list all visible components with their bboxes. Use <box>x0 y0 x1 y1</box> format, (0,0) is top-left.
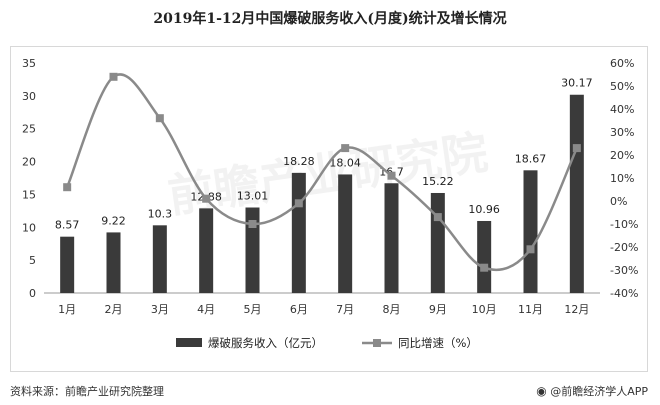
bar <box>291 172 306 293</box>
x-tick-label: 2月 <box>105 303 123 316</box>
y-left-tick-label: 20 <box>22 156 36 169</box>
x-tick-label: 3月 <box>151 303 169 316</box>
y-right-tick-label: 50% <box>610 80 634 93</box>
x-tick-label: 7月 <box>336 303 354 316</box>
bar <box>477 220 492 293</box>
y-right-tick-label: 30% <box>610 126 634 139</box>
bar-data-label: 30.17 <box>561 77 593 90</box>
y-right-tick-label: 60% <box>610 57 634 70</box>
chart-title: 2019年1-12月中国爆破服务收入(月度)统计及增长情况 <box>153 11 507 27</box>
y-left-tick-label: 30 <box>22 90 36 103</box>
bar <box>106 232 121 293</box>
plot-frame <box>10 46 648 372</box>
growth-point <box>341 144 350 153</box>
x-tick-label: 9月 <box>429 303 447 316</box>
y-left-tick-label: 0 <box>29 287 36 300</box>
bar-data-label: 18.28 <box>283 155 315 168</box>
growth-line <box>66 73 578 272</box>
bar <box>60 236 75 293</box>
bar-data-label: 10.3 <box>148 207 173 220</box>
x-tick-label: 1月 <box>58 303 76 316</box>
brand-credit: ◉ @前瞻经济学人APP <box>536 383 648 399</box>
y-left-tick-label: 25 <box>22 123 36 136</box>
bar-data-label: 13.01 <box>237 190 269 203</box>
bar <box>569 94 584 294</box>
growth-point <box>63 183 72 192</box>
bar <box>384 183 399 293</box>
y-right-tick-label: -30% <box>610 264 638 277</box>
y-left-tick-label: 5 <box>29 254 36 267</box>
x-tick-label: 11月 <box>518 303 543 316</box>
growth-point <box>155 114 164 123</box>
bar <box>523 170 538 293</box>
x-tick-label: 12月 <box>564 303 589 316</box>
source-note: 资料来源：前瞻产业研究院整理 <box>10 385 164 398</box>
bar <box>199 208 214 293</box>
y-left-tick-label: 15 <box>22 188 36 201</box>
bar-data-label: 8.57 <box>55 219 80 232</box>
bar-data-label: 18.67 <box>515 152 547 165</box>
x-tick-label: 4月 <box>197 303 215 316</box>
growth-point <box>526 245 535 254</box>
growth-point <box>480 263 489 272</box>
x-tick-label: 8月 <box>383 303 401 316</box>
legend-bar-swatch <box>176 338 202 347</box>
y-right-tick-label: -10% <box>610 218 638 231</box>
legend-line-label: 同比增速（%） <box>398 336 478 350</box>
growth-point <box>572 144 581 153</box>
bar <box>152 225 167 293</box>
bar-data-label: 10.96 <box>468 203 500 216</box>
camera-logo-icon: ◉ <box>536 384 547 398</box>
growth-point <box>387 171 396 180</box>
growth-point <box>294 199 303 208</box>
bar-data-label: 18.04 <box>329 156 361 169</box>
y-right-tick-label: 20% <box>610 149 634 162</box>
bar <box>245 207 260 293</box>
growth-point <box>248 220 257 228</box>
x-tick-label: 6月 <box>290 303 308 316</box>
y-right-tick-label: 0% <box>610 195 627 208</box>
y-right-tick-label: 10% <box>610 172 634 185</box>
x-tick-label: 10月 <box>472 303 497 316</box>
growth-point <box>202 194 211 203</box>
legend-bar-label: 爆破服务收入（亿元） <box>208 336 323 350</box>
y-right-tick-label: 40% <box>610 103 634 116</box>
y-left-tick-label: 35 <box>22 57 36 70</box>
x-tick-label: 5月 <box>244 303 262 316</box>
legend-line-marker <box>373 339 381 347</box>
brand-text: @前瞻经济学人APP <box>550 385 648 398</box>
bar-data-label: 9.22 <box>101 214 126 227</box>
y-right-tick-label: -40% <box>610 287 638 300</box>
y-right-tick-label: -20% <box>610 241 638 254</box>
bar <box>338 174 353 293</box>
bar-data-label: 15.22 <box>422 175 454 188</box>
growth-point <box>109 72 118 81</box>
bar <box>430 192 445 293</box>
y-left-tick-label: 10 <box>22 221 36 234</box>
growth-point <box>433 213 442 222</box>
